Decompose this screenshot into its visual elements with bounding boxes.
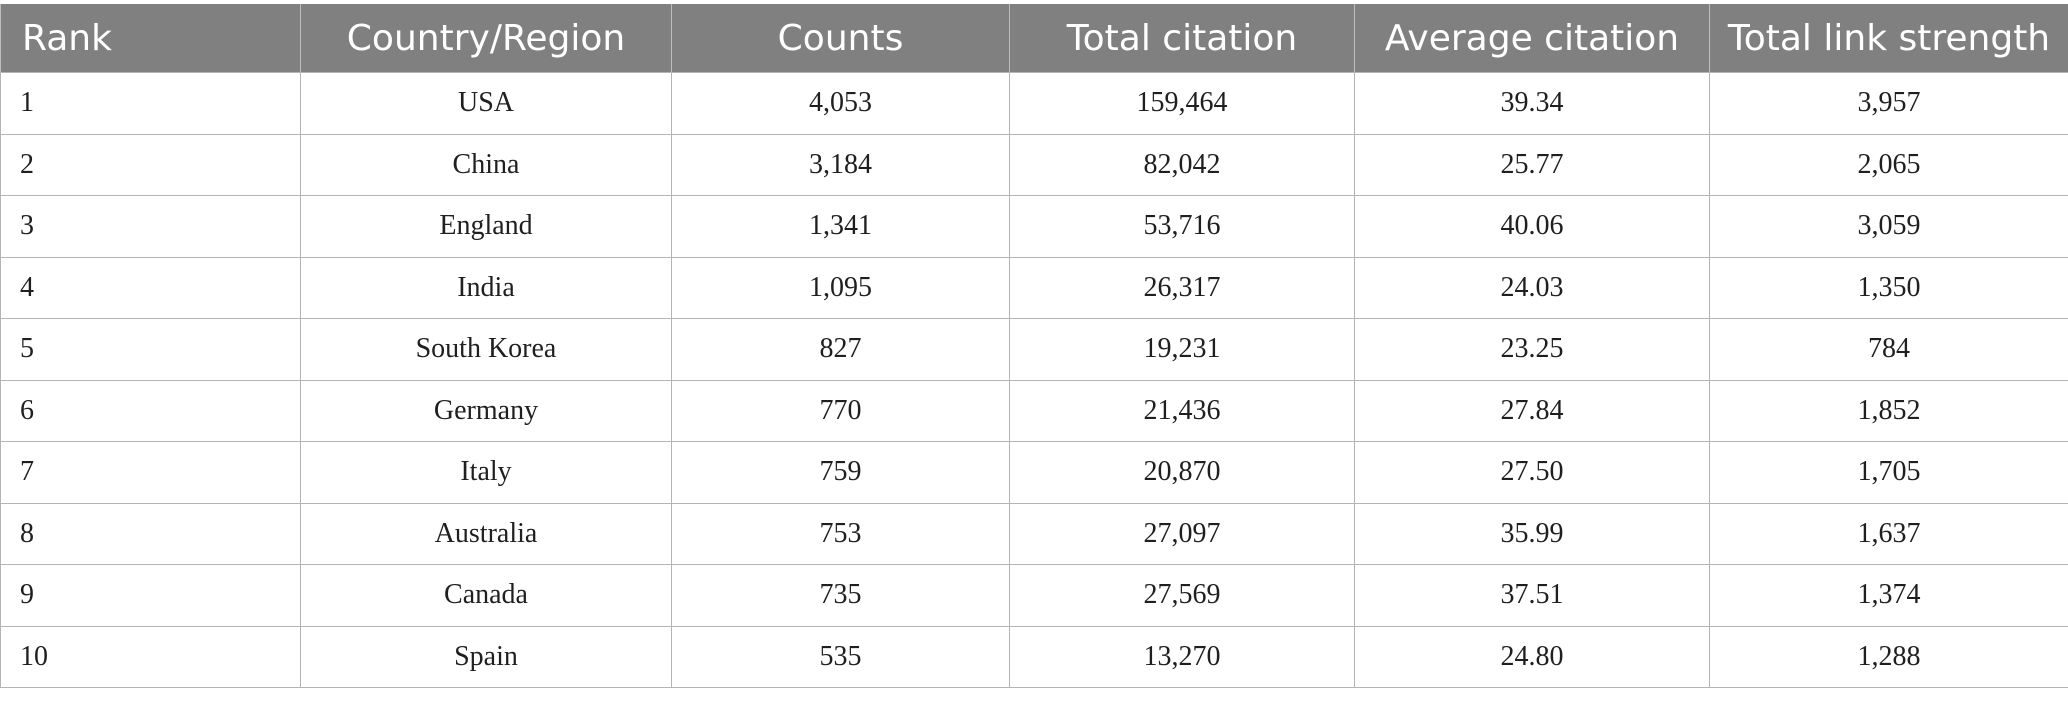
cell-rank: 2 — [0, 133, 301, 196]
cell-total-citation: 27,097 — [1009, 502, 1355, 565]
header-row: Rank Country/Region Counts Total citatio… — [0, 4, 2068, 73]
cell-country-region: South Korea — [300, 318, 672, 381]
cell-average-citation: 35.99 — [1354, 502, 1710, 565]
cell-total-citation: 82,042 — [1009, 133, 1355, 196]
cell-total-citation: 19,231 — [1009, 318, 1355, 381]
cell-average-citation: 37.51 — [1354, 564, 1710, 627]
cell-rank: 10 — [0, 625, 301, 688]
header-average-citation: Average citation — [1354, 4, 1710, 73]
cell-rank: 8 — [0, 502, 301, 565]
cell-average-citation: 23.25 — [1354, 318, 1710, 381]
cell-counts: 535 — [671, 625, 1010, 688]
table-row: 2 China 3,184 82,042 25.77 2,065 — [0, 133, 2068, 196]
table-row: 6 Germany 770 21,436 27.84 1,852 — [0, 379, 2068, 442]
table-row: 4 India 1,095 26,317 24.03 1,350 — [0, 256, 2068, 319]
cell-total-link-strength: 2,065 — [1709, 133, 2068, 196]
cell-rank: 5 — [0, 318, 301, 381]
cell-country-region: USA — [300, 72, 672, 135]
table-row: 8 Australia 753 27,097 35.99 1,637 — [0, 502, 2068, 565]
cell-country-region: Germany — [300, 379, 672, 442]
cell-country-region: India — [300, 256, 672, 319]
cell-total-citation: 26,317 — [1009, 256, 1355, 319]
cell-counts: 3,184 — [671, 133, 1010, 196]
cell-counts: 1,341 — [671, 195, 1010, 258]
cell-counts: 735 — [671, 564, 1010, 627]
country-citation-table: Rank Country/Region Counts Total citatio… — [0, 4, 2068, 688]
cell-average-citation: 27.84 — [1354, 379, 1710, 442]
table-row: 1 USA 4,053 159,464 39.34 3,957 — [0, 72, 2068, 135]
table-header: Rank Country/Region Counts Total citatio… — [0, 4, 2068, 73]
cell-total-link-strength: 1,637 — [1709, 502, 2068, 565]
table-row: 3 England 1,341 53,716 40.06 3,059 — [0, 195, 2068, 258]
cell-counts: 827 — [671, 318, 1010, 381]
cell-total-link-strength: 1,705 — [1709, 441, 2068, 504]
header-total-citation: Total citation — [1009, 4, 1355, 73]
cell-country-region: England — [300, 195, 672, 258]
cell-total-citation: 21,436 — [1009, 379, 1355, 442]
cell-country-region: Spain — [300, 625, 672, 688]
cell-country-region: Australia — [300, 502, 672, 565]
cell-total-citation: 20,870 — [1009, 441, 1355, 504]
cell-country-region: Italy — [300, 441, 672, 504]
cell-total-citation: 13,270 — [1009, 625, 1355, 688]
cell-counts: 1,095 — [671, 256, 1010, 319]
cell-average-citation: 39.34 — [1354, 72, 1710, 135]
cell-total-link-strength: 1,374 — [1709, 564, 2068, 627]
cell-average-citation: 25.77 — [1354, 133, 1710, 196]
cell-total-link-strength: 1,852 — [1709, 379, 2068, 442]
cell-counts: 753 — [671, 502, 1010, 565]
data-table-container: Rank Country/Region Counts Total citatio… — [0, 4, 2068, 688]
table-row: 9 Canada 735 27,569 37.51 1,374 — [0, 564, 2068, 627]
cell-rank: 3 — [0, 195, 301, 258]
cell-country-region: China — [300, 133, 672, 196]
cell-rank: 1 — [0, 72, 301, 135]
cell-total-link-strength: 1,350 — [1709, 256, 2068, 319]
cell-average-citation: 27.50 — [1354, 441, 1710, 504]
cell-total-link-strength: 784 — [1709, 318, 2068, 381]
header-country-region: Country/Region — [300, 4, 672, 73]
cell-total-citation: 53,716 — [1009, 195, 1355, 258]
header-counts: Counts — [671, 4, 1010, 73]
cell-rank: 7 — [0, 441, 301, 504]
cell-rank: 6 — [0, 379, 301, 442]
cell-rank: 9 — [0, 564, 301, 627]
cell-country-region: Canada — [300, 564, 672, 627]
cell-total-link-strength: 3,957 — [1709, 72, 2068, 135]
cell-average-citation: 24.80 — [1354, 625, 1710, 688]
cell-average-citation: 24.03 — [1354, 256, 1710, 319]
table-row: 5 South Korea 827 19,231 23.25 784 — [0, 318, 2068, 381]
cell-rank: 4 — [0, 256, 301, 319]
cell-counts: 770 — [671, 379, 1010, 442]
cell-counts: 4,053 — [671, 72, 1010, 135]
cell-counts: 759 — [671, 441, 1010, 504]
table-row: 7 Italy 759 20,870 27.50 1,705 — [0, 441, 2068, 504]
table-row: 10 Spain 535 13,270 24.80 1,288 — [0, 625, 2068, 688]
cell-average-citation: 40.06 — [1354, 195, 1710, 258]
cell-total-citation: 27,569 — [1009, 564, 1355, 627]
table-body: 1 USA 4,053 159,464 39.34 3,957 2 China 3,184 82,… — [0, 72, 2068, 688]
cell-total-link-strength: 3,059 — [1709, 195, 2068, 258]
header-total-link-strength: Total link strength — [1709, 4, 2068, 73]
cell-total-citation: 159,464 — [1009, 72, 1355, 135]
header-rank: Rank — [0, 4, 301, 73]
cell-total-link-strength: 1,288 — [1709, 625, 2068, 688]
